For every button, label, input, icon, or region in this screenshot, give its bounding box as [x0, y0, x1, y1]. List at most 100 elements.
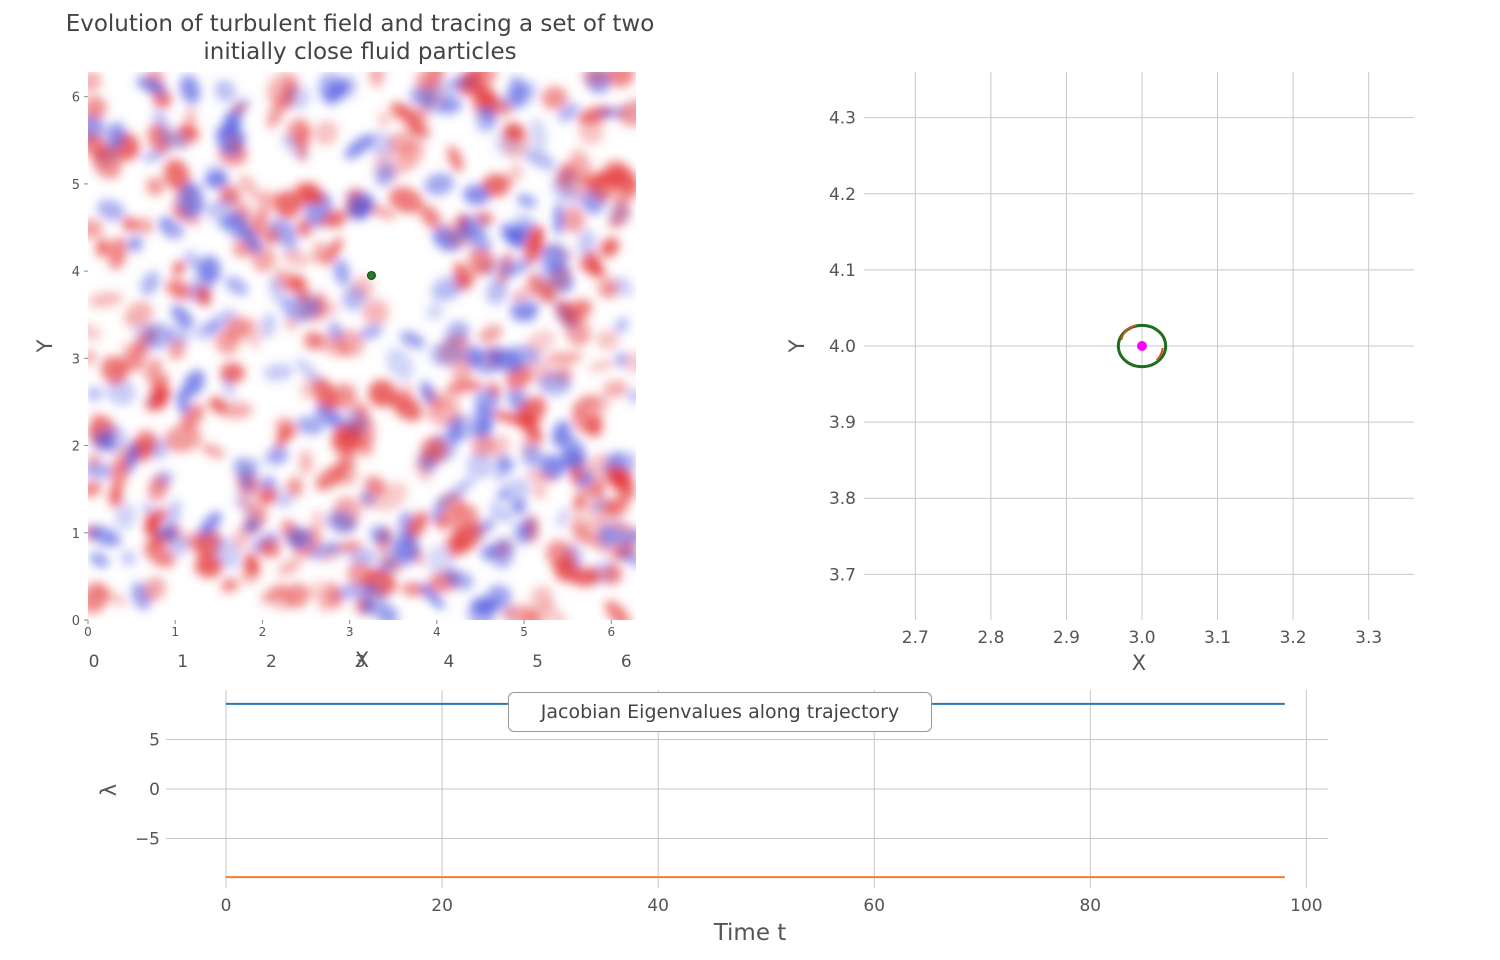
vorticity-blob [238, 174, 258, 197]
vorticity-blob [205, 163, 227, 185]
y-tick-label: 4.2 [829, 185, 856, 205]
vorticity-blob [329, 410, 345, 425]
vorticity-blob [526, 470, 556, 483]
vorticity-blob [445, 477, 475, 502]
vorticity-blob [198, 511, 222, 538]
vorticity-blob [438, 96, 463, 115]
vorticity-blob [446, 570, 474, 590]
vorticity-blob [602, 564, 623, 585]
vorticity-blob [254, 190, 281, 207]
vorticity-blobs [88, 72, 636, 620]
vorticity-blob [451, 356, 473, 385]
vorticity-blob [374, 162, 396, 187]
vorticity-blob [266, 95, 287, 129]
vorticity-blob [569, 465, 583, 482]
vorticity-blob [321, 237, 343, 266]
vorticity-blob [233, 97, 251, 114]
eigen-legend: Jacobian Eigenvalues along trajectory [508, 692, 932, 732]
vorticity-blob [359, 324, 384, 340]
vorticity-blob [471, 596, 492, 615]
y-tick-label: 0 [72, 614, 80, 629]
vorticity-blob [595, 275, 617, 298]
vorticity-blob [491, 537, 515, 569]
vorticity-blob [578, 118, 604, 145]
vorticity-blob [200, 443, 226, 459]
vorticity-blob [578, 258, 606, 277]
x-tick-label: 2.8 [977, 628, 1004, 648]
vorticity-blob [88, 291, 124, 308]
y-tick-label: 0 [149, 780, 160, 800]
vorticity-blob [92, 430, 114, 452]
vorticity-blob [347, 432, 366, 454]
vorticity-blob [607, 202, 631, 224]
x-tick-label: 100 [1290, 896, 1322, 916]
vorticity-blob [577, 229, 597, 259]
vorticity-blob [389, 102, 421, 125]
vorticity-blob [258, 475, 276, 492]
vorticity-blob [275, 417, 298, 440]
vorticity-blob [385, 347, 415, 381]
x-tick-label: 1 [177, 652, 188, 672]
vorticity-blob [199, 255, 221, 283]
center-particle-marker [1137, 341, 1147, 351]
vorticity-blob [571, 567, 602, 587]
x-axis-label: X [1132, 651, 1146, 675]
eigen-grid [166, 690, 1328, 888]
x-tick-label: 2 [259, 625, 267, 639]
y-tick-label: 4.3 [829, 109, 856, 129]
x-tick-label: 20 [431, 896, 453, 916]
vorticity-blob [165, 279, 192, 301]
vorticity-blob [286, 476, 304, 498]
vorticity-blob [168, 535, 190, 557]
vorticity-blob [368, 523, 389, 544]
vorticity-blob [88, 323, 103, 341]
x-tick-label: 0 [89, 652, 100, 672]
vorticity-blob [196, 285, 212, 307]
vorticity-blob [88, 72, 102, 93]
vorticity-blob [447, 380, 485, 393]
vorticity-blob [581, 72, 607, 87]
vorticity-blob [182, 369, 205, 398]
vorticity-blob [172, 260, 185, 276]
vorticity-blob [179, 74, 201, 105]
zoom-marks [1116, 323, 1168, 369]
vorticity-blob [100, 356, 128, 385]
vorticity-blob [586, 412, 604, 438]
vorticity-blob [88, 349, 97, 366]
zoom-grid [864, 72, 1414, 620]
x-tick-label: 6 [607, 625, 615, 639]
vorticity-blob [240, 478, 253, 493]
vorticity-blob [296, 218, 312, 238]
vorticity-blob [380, 553, 404, 573]
vorticity-blob [122, 216, 138, 232]
vorticity-blob [285, 274, 304, 292]
vorticity-blob [488, 503, 514, 523]
vorticity-blob [135, 76, 167, 95]
vorticity-blob [274, 190, 302, 219]
x-tick-label: 4 [433, 625, 441, 639]
vorticity-blob [342, 286, 366, 312]
vorticity-blob [282, 294, 319, 322]
vorticity-blob [424, 172, 455, 196]
y-axis-label: Y [33, 339, 57, 353]
vorticity-blob [220, 578, 239, 593]
vorticity-blob [164, 499, 181, 536]
vorticity-blob [312, 240, 325, 264]
vorticity-blob [283, 583, 310, 609]
vorticity-blob [613, 276, 633, 297]
vorticity-blob [499, 82, 533, 108]
vorticity-blob [419, 204, 442, 230]
vorticity-blob [627, 389, 636, 404]
vorticity-blob [530, 585, 554, 610]
particle-trace-arc [1120, 324, 1164, 361]
vorticity-blob [362, 298, 390, 326]
x-axis-label: Time t [713, 920, 787, 946]
vorticity-blob [523, 148, 556, 170]
vorticity-blob [602, 380, 629, 398]
vorticity-blob [164, 424, 202, 453]
vorticity-blob [108, 485, 123, 508]
vorticity-blob [555, 507, 570, 529]
y-axis-label: λ [97, 784, 121, 796]
y-tick-label: 2 [72, 440, 80, 455]
vorticity-blob [123, 301, 154, 329]
